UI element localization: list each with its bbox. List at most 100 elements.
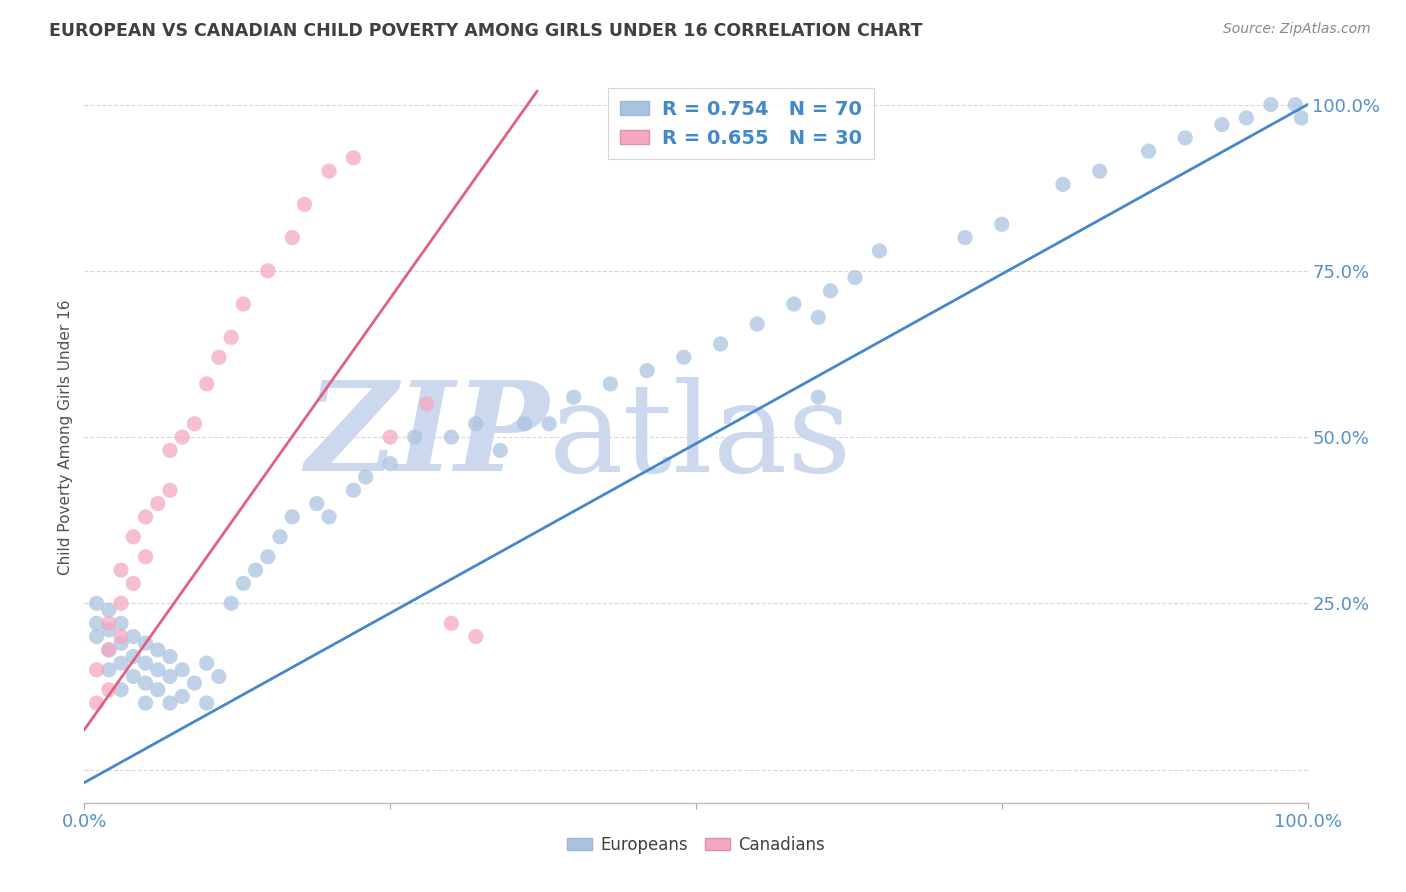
Point	[1088, 164, 1111, 178]
Point	[122, 630, 145, 644]
Point	[135, 696, 157, 710]
Point	[135, 656, 157, 670]
Point	[318, 509, 340, 524]
Point	[513, 417, 536, 431]
Point	[1291, 111, 1313, 125]
Point	[294, 197, 316, 211]
Point	[1284, 97, 1306, 112]
Point	[183, 676, 205, 690]
Point	[1211, 118, 1233, 132]
Point	[97, 603, 120, 617]
Point	[269, 530, 291, 544]
Point	[97, 616, 120, 631]
Point	[380, 457, 402, 471]
Point	[86, 696, 108, 710]
Point	[172, 663, 194, 677]
Point	[342, 483, 364, 498]
Point	[110, 596, 132, 610]
Point	[135, 549, 157, 564]
Point	[110, 682, 132, 697]
Point	[159, 696, 181, 710]
Point	[599, 376, 621, 391]
Point	[1052, 178, 1074, 192]
Point	[416, 397, 439, 411]
Point	[404, 430, 426, 444]
Point	[110, 616, 132, 631]
Point	[159, 443, 181, 458]
Point	[820, 284, 842, 298]
Point	[159, 669, 181, 683]
Point	[183, 417, 205, 431]
Point	[135, 509, 157, 524]
Point	[1236, 111, 1258, 125]
Point	[97, 663, 120, 677]
Point	[135, 636, 157, 650]
Point	[135, 676, 157, 690]
Point	[489, 443, 512, 458]
Point	[195, 656, 218, 670]
Point	[97, 643, 120, 657]
Point	[86, 596, 108, 610]
Point	[538, 417, 561, 431]
Text: EUROPEAN VS CANADIAN CHILD POVERTY AMONG GIRLS UNDER 16 CORRELATION CHART: EUROPEAN VS CANADIAN CHILD POVERTY AMONG…	[49, 22, 922, 40]
Point	[636, 363, 658, 377]
Point	[208, 351, 231, 365]
Point	[146, 497, 169, 511]
Point	[122, 649, 145, 664]
Point	[122, 669, 145, 683]
Point	[172, 690, 194, 704]
Point	[122, 576, 145, 591]
Point	[1174, 131, 1197, 145]
Point	[281, 509, 304, 524]
Point	[146, 663, 169, 677]
Point	[208, 669, 231, 683]
Point	[97, 682, 120, 697]
Point	[219, 330, 242, 344]
Point	[672, 351, 695, 365]
Point	[1260, 97, 1282, 112]
Point	[195, 696, 218, 710]
Point	[195, 376, 218, 391]
Point	[146, 682, 169, 697]
Point	[146, 643, 169, 657]
Point	[110, 630, 132, 644]
Point	[257, 549, 280, 564]
Point	[110, 636, 132, 650]
Point	[953, 230, 976, 244]
Point	[709, 337, 731, 351]
Point	[562, 390, 585, 404]
Legend: Europeans, Canadians: Europeans, Canadians	[561, 829, 831, 860]
Point	[844, 270, 866, 285]
Point	[869, 244, 891, 258]
Point	[342, 151, 364, 165]
Point	[172, 430, 194, 444]
Point	[354, 470, 377, 484]
Point	[159, 649, 181, 664]
Point	[97, 643, 120, 657]
Point	[232, 576, 254, 591]
Point	[245, 563, 267, 577]
Point	[440, 616, 463, 631]
Point	[747, 317, 769, 331]
Point	[281, 230, 304, 244]
Point	[219, 596, 242, 610]
Point	[440, 430, 463, 444]
Point	[1137, 144, 1160, 158]
Point	[86, 630, 108, 644]
Point	[159, 483, 181, 498]
Point	[86, 663, 108, 677]
Text: atlas: atlas	[550, 376, 852, 498]
Point	[257, 264, 280, 278]
Point	[807, 310, 830, 325]
Text: Source: ZipAtlas.com: Source: ZipAtlas.com	[1223, 22, 1371, 37]
Point	[122, 530, 145, 544]
Point	[110, 656, 132, 670]
Point	[783, 297, 806, 311]
Point	[464, 630, 486, 644]
Y-axis label: Child Poverty Among Girls Under 16: Child Poverty Among Girls Under 16	[58, 300, 73, 574]
Text: ZIP: ZIP	[305, 376, 550, 498]
Point	[807, 390, 830, 404]
Point	[380, 430, 402, 444]
Point	[232, 297, 254, 311]
Point	[305, 497, 328, 511]
